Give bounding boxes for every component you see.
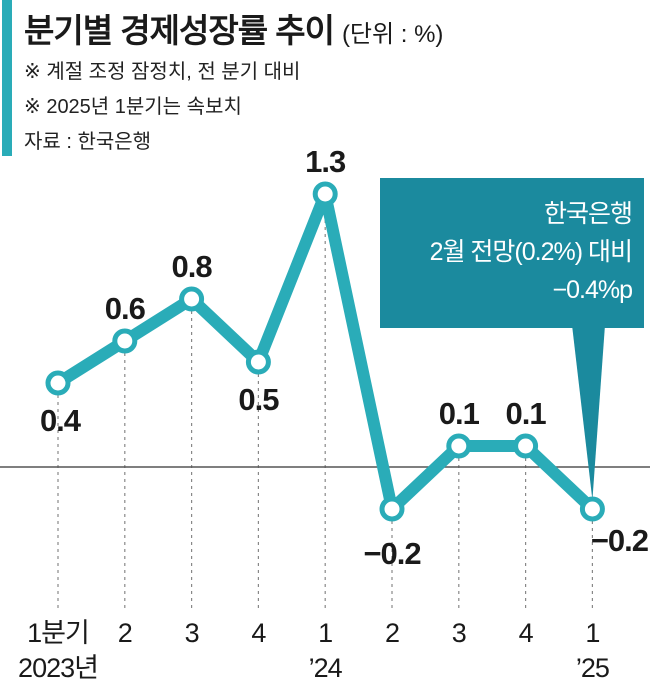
callout-box bbox=[380, 178, 644, 328]
x-tick-label: 2 bbox=[118, 618, 132, 648]
callout-line: 2월 전망(0.2%) 대비 bbox=[430, 238, 632, 266]
x-tick-label: 3 bbox=[185, 618, 199, 648]
data-point bbox=[579, 496, 605, 522]
x-tick-label: 4 bbox=[251, 618, 266, 648]
data-label: 0.5 bbox=[238, 382, 279, 417]
title-row: 분기별 경제성장률 추이 (단위 : %) bbox=[24, 4, 443, 52]
data-label: −0.2 bbox=[363, 536, 420, 571]
year-label: ’24 bbox=[309, 653, 343, 683]
data-point bbox=[45, 370, 71, 396]
data-point bbox=[446, 433, 472, 459]
callout-line: −0.4%p bbox=[553, 276, 633, 304]
x-tick-label: 2 bbox=[385, 618, 399, 648]
x-tick-label: 4 bbox=[519, 618, 534, 648]
callout-pointer bbox=[572, 325, 605, 500]
source-note: 자료 : 한국은행 bbox=[24, 131, 152, 153]
data-label: 0.8 bbox=[172, 249, 213, 284]
unit-label: (단위 : %) bbox=[341, 21, 444, 48]
data-point bbox=[312, 181, 338, 207]
x-tick-label: 1 bbox=[318, 618, 332, 648]
data-label: 0.1 bbox=[506, 396, 547, 431]
data-point bbox=[112, 328, 138, 354]
data-label: 0.1 bbox=[439, 396, 480, 431]
data-point bbox=[179, 286, 205, 312]
chart-title: 분기별 경제성장률 추이 bbox=[24, 12, 335, 49]
year-label: 2023년 bbox=[18, 653, 98, 683]
data-label: 0.6 bbox=[105, 291, 146, 326]
callout-line: 한국은행 bbox=[544, 200, 632, 228]
note-preliminary: ※ 2025년 1분기는 속보치 bbox=[24, 96, 242, 118]
data-label: −0.2 bbox=[591, 523, 648, 558]
data-point bbox=[245, 349, 271, 375]
note-seasonal: ※ 계절 조정 잠정치, 전 분기 대비 bbox=[24, 61, 301, 83]
accent-bar bbox=[2, 0, 12, 156]
data-point bbox=[513, 433, 539, 459]
data-point bbox=[379, 496, 405, 522]
chart-header: 분기별 경제성장률 추이 (단위 : %) ※ 계절 조정 잠정치, 전 분기 대… bbox=[0, 0, 650, 160]
year-label: ’25 bbox=[576, 653, 609, 683]
x-tick-label: 1분기 bbox=[27, 618, 89, 648]
x-tick-label: 1 bbox=[585, 618, 599, 648]
data-label: 1.3 bbox=[305, 144, 346, 179]
data-label: 0.4 bbox=[40, 403, 82, 438]
x-tick-label: 3 bbox=[452, 618, 466, 648]
